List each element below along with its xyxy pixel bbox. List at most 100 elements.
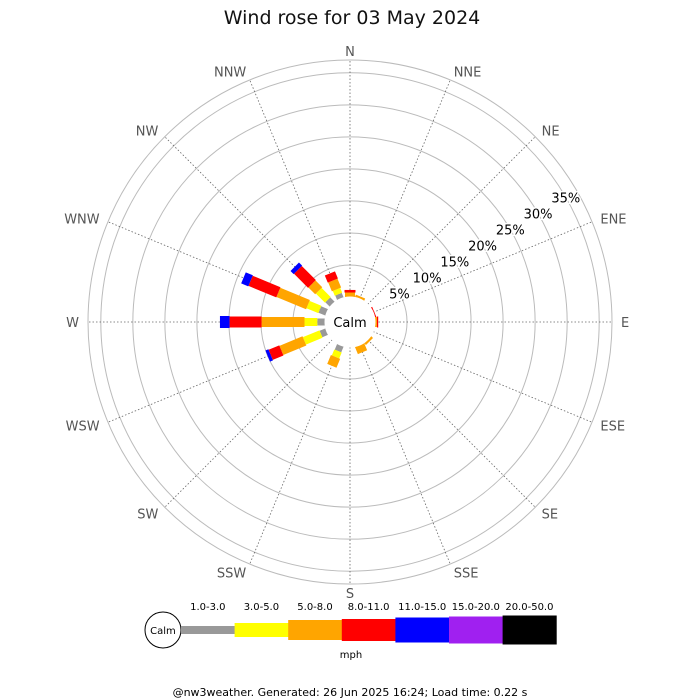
chart-title: Wind rose for 03 May 2024 <box>224 7 481 29</box>
bar-segment-nw-1 <box>325 297 335 307</box>
bar-segment-nnw-2 <box>332 287 343 296</box>
bar-ene <box>370 306 377 318</box>
direction-label-ene: ENE <box>600 212 626 227</box>
spoke-se <box>367 339 536 508</box>
bar-wnw <box>241 272 329 316</box>
spoke-ssw <box>249 344 341 565</box>
bar-segment-nw-2 <box>315 287 331 303</box>
bar-segment-e-3 <box>375 317 377 327</box>
bar-segment-nw-4 <box>294 266 316 288</box>
direction-label-nne: NNE <box>454 66 482 81</box>
legend-swatch-2 <box>234 623 289 637</box>
legend-bin-label-1: 1.0-3.0 <box>190 602 225 613</box>
bar-segment-wnw-4 <box>248 275 281 298</box>
bar-segment-se-3 <box>364 336 374 346</box>
legend-swatch-5 <box>395 617 450 643</box>
ring-label-20: 20% <box>468 239 497 254</box>
bar-wsw <box>265 328 329 362</box>
spoke-ese <box>372 331 593 423</box>
bar-segment-nnw-3 <box>328 278 342 292</box>
calm-circle <box>324 296 376 348</box>
footer-text: @nw3weather. Generated: 26 Jun 2025 16:2… <box>173 686 528 699</box>
bar-segment-ssw-3 <box>327 355 341 368</box>
bar-segment-wnw-2 <box>306 300 322 314</box>
direction-labels: N NNE NE ENE E ESE SE SSE S SSW SW WSW W WNW NW NNW <box>64 45 629 602</box>
direction-label-wsw: WSW <box>66 420 100 435</box>
bar-e <box>375 316 379 328</box>
bar-segment-w-4 <box>229 316 262 328</box>
ring-label-15: 15% <box>440 255 469 270</box>
bar-segment-nne-3 <box>354 294 366 301</box>
legend-swatch-6 <box>449 616 504 644</box>
ring-label-35: 35% <box>551 191 580 206</box>
bar-segment-ene-4 <box>370 306 377 318</box>
direction-label-se: SE <box>542 508 558 523</box>
direction-label-ese: ESE <box>600 420 625 435</box>
bar-segment-w-5 <box>219 316 230 328</box>
bar-se <box>364 336 374 346</box>
grid-ring-25 <box>164 136 536 508</box>
bar-segment-nw-3 <box>308 280 323 295</box>
bar-segment-n-4 <box>344 289 356 293</box>
percent-ring-labels: 5%10%15%20%25%30%35% <box>388 190 582 304</box>
legend-bin-label-3: 5.0-8.0 <box>297 602 332 613</box>
spoke-ne <box>367 136 536 305</box>
ring-label-30: 30% <box>524 207 553 222</box>
grid-ring-30 <box>132 104 568 540</box>
direction-label-ne: NE <box>542 124 560 139</box>
legend-swatch-4 <box>341 619 396 641</box>
legend-unit-label: mph <box>340 650 362 661</box>
spoke-nne <box>359 79 451 300</box>
bar-segment-wsw-5 <box>265 349 273 362</box>
legend-bin-label-2: 3.0-5.0 <box>244 602 279 613</box>
legend-bin-label-4: 8.0-11.0 <box>348 602 390 613</box>
bar-ssw <box>327 343 344 368</box>
bar-w <box>219 316 325 328</box>
legend-swatch-7 <box>502 615 557 645</box>
spoke-ene <box>372 221 593 313</box>
direction-label-nnw: NNW <box>214 66 246 81</box>
legend-bin-label-7: 20.0-50.0 <box>505 602 553 613</box>
spoke-nnw <box>249 79 341 300</box>
speed-legend: Calm 1.0-3.0 3.0-5.0 5.0-8.0 8.0-11.0 11.0-15… <box>144 602 557 661</box>
direction-label-w: W <box>66 316 79 331</box>
bar-segment-wnw-1 <box>318 306 329 316</box>
direction-label-sse: SSE <box>454 566 479 581</box>
spoke-sw <box>164 339 333 508</box>
grid-ring-outer <box>87 59 613 585</box>
direction-label-ssw: SSW <box>217 566 247 581</box>
direction-label-wnw: WNW <box>64 212 100 227</box>
bar-segment-wsw-3 <box>279 336 307 356</box>
direction-label-nw: NW <box>136 124 159 139</box>
ring-label-10: 10% <box>413 271 442 286</box>
bar-segment-nnw-4 <box>324 271 338 283</box>
bar-segment-wnw-3 <box>276 287 310 310</box>
bar-nne <box>354 294 366 301</box>
bar-segment-ssw-2 <box>331 349 342 359</box>
legend-swatch-1 <box>181 626 236 634</box>
bar-segment-nw-5 <box>290 262 303 275</box>
bar-nw <box>290 262 335 307</box>
direction-label-sw: SW <box>137 508 158 523</box>
bar-segment-w-3 <box>261 317 305 327</box>
bar-segment-w-1 <box>317 318 325 326</box>
direction-label-e: E <box>621 316 629 331</box>
bar-segment-w-2 <box>304 318 318 326</box>
calm-center: Calm <box>324 296 376 348</box>
grid-ring-20 <box>196 168 504 476</box>
bar-segment-wsw-2 <box>302 330 323 345</box>
spoke-sse <box>359 344 451 565</box>
bar-segment-wnw-5 <box>241 272 253 287</box>
ring-label-25: 25% <box>496 223 525 238</box>
legend-bin-label-5: 11.0-15.0 <box>398 602 446 613</box>
direction-label-n: N <box>345 45 355 60</box>
bar-n <box>344 289 356 297</box>
direction-label-s: S <box>346 587 354 602</box>
ring-label-5: 5% <box>389 287 410 302</box>
legend-calm-label: Calm <box>150 626 176 637</box>
legend-bin-label-6: 15.0-20.0 <box>452 602 500 613</box>
bar-segment-n-3 <box>345 292 355 297</box>
calm-label: Calm <box>333 316 366 331</box>
bar-segment-wsw-4 <box>268 345 284 360</box>
